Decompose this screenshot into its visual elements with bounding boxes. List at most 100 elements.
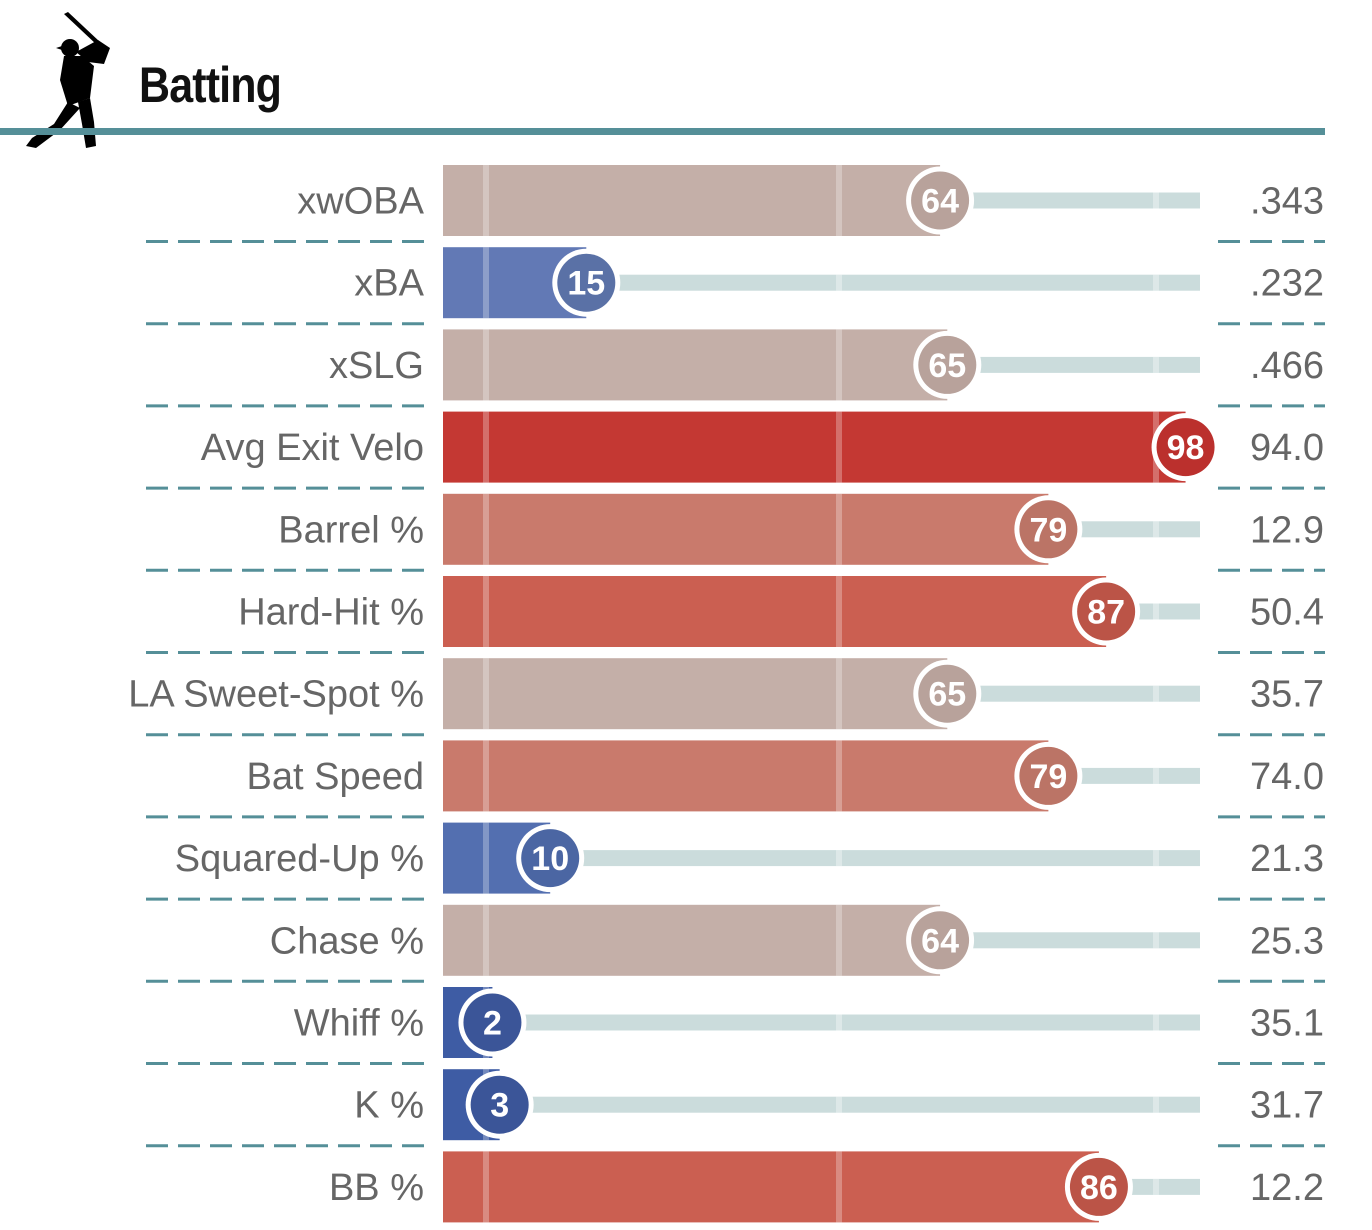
percentile-circle (911, 171, 970, 230)
percentile-value: 87 (1087, 594, 1125, 632)
metric-value: .466 (1250, 345, 1324, 387)
bar-tick (483, 904, 489, 976)
metric-label: BB % (329, 1167, 424, 1209)
metric-value: 94.0 (1250, 427, 1324, 469)
percentile-circle (911, 911, 970, 970)
metric-label: Chase % (270, 920, 424, 962)
bar-tick (483, 740, 489, 812)
percentile-bar (443, 1151, 1099, 1223)
metric-value: 50.4 (1250, 592, 1324, 634)
track-tick (1153, 274, 1159, 291)
percentile-bar (443, 904, 941, 976)
bar-tick (483, 329, 489, 401)
metric-value: 31.7 (1250, 1085, 1324, 1127)
metric-label: Squared-Up % (175, 838, 424, 880)
bar-tick (483, 576, 489, 647)
metric-label: Whiff % (294, 1003, 424, 1045)
percentile-value: 79 (1029, 758, 1067, 796)
track-tick (836, 1096, 842, 1113)
percentile-value: 10 (531, 840, 569, 878)
metric-label: Hard-Hit % (238, 592, 424, 634)
percentile-value: 64 (921, 922, 959, 960)
bar-tick (836, 165, 842, 236)
percentile-bar (443, 165, 941, 236)
track-tick (1153, 1014, 1159, 1031)
percentile-circle (918, 664, 977, 723)
percentile-circle (470, 1075, 529, 1134)
track-tick (1153, 521, 1159, 538)
metric-value: 35.1 (1250, 1003, 1324, 1045)
percentile-track (443, 850, 1200, 867)
track-tick (1153, 850, 1159, 867)
percentile-circle (557, 253, 616, 312)
percentile-bar (443, 576, 1107, 647)
track-tick (1153, 356, 1159, 373)
bar-tick (483, 822, 489, 894)
percentile-track (443, 274, 1200, 291)
track-tick (1153, 932, 1159, 949)
bar-tick (836, 411, 842, 483)
percentile-value: 2 (483, 1005, 502, 1043)
bar-tick (836, 658, 842, 730)
track-tick (1153, 1096, 1159, 1113)
track-tick (1153, 603, 1159, 620)
track-tick (836, 1014, 842, 1031)
percentile-value: 15 (567, 265, 605, 303)
percentile-circle (1069, 1157, 1128, 1216)
metric-label: K % (354, 1085, 424, 1127)
percentile-circle (918, 335, 977, 394)
percentile-bar (443, 493, 1049, 565)
bar-tick (836, 329, 842, 401)
bar-tick (483, 493, 489, 565)
percentile-bar (443, 658, 948, 730)
metric-label: xwOBA (297, 181, 424, 223)
bar-tick (836, 740, 842, 812)
metric-value: 12.9 (1250, 509, 1324, 551)
bar-tick (483, 411, 489, 483)
metric-label: Bat Speed (247, 756, 424, 798)
metric-value: 21.3 (1250, 838, 1324, 880)
percentile-circle (1077, 582, 1136, 641)
percentile-bar (443, 329, 948, 401)
batter-silhouette-icon (18, 6, 118, 156)
metric-value: .232 (1250, 263, 1324, 305)
metric-label: LA Sweet-Spot % (128, 674, 424, 716)
metric-label: Avg Exit Velo (201, 427, 424, 469)
bar-tick (836, 904, 842, 976)
bar-tick (836, 493, 842, 565)
track-tick (1153, 685, 1159, 702)
percentile-circle (463, 993, 522, 1052)
track-tick (1153, 192, 1159, 209)
percentile-circle (1019, 746, 1078, 805)
metric-label: xBA (354, 263, 424, 305)
track-tick (836, 274, 842, 291)
percentile-value: 64 (921, 183, 959, 221)
track-tick (836, 850, 842, 867)
percentile-circle (1019, 500, 1078, 559)
metric-value: 12.2 (1250, 1167, 1324, 1209)
percentile-value: 65 (928, 347, 966, 385)
bar-tick (836, 1151, 842, 1223)
percentile-track (443, 1014, 1200, 1031)
percentile-circle (1156, 418, 1215, 477)
percentile-bar (443, 411, 1186, 483)
metric-value: 74.0 (1250, 756, 1324, 798)
percentile-circle (521, 829, 580, 888)
header-divider (0, 128, 1325, 135)
percentile-value: 65 (928, 676, 966, 714)
bar-tick (483, 658, 489, 730)
section-title: Batting (139, 57, 282, 113)
bar-tick (836, 576, 842, 647)
metric-value: 35.7 (1250, 674, 1324, 716)
metric-label: xSLG (329, 345, 424, 387)
percentile-value: 3 (490, 1087, 509, 1125)
bar-tick (483, 1151, 489, 1223)
track-tick (1153, 767, 1159, 784)
metric-label: Barrel % (278, 509, 424, 551)
percentile-track (443, 1096, 1200, 1113)
bar-tick (483, 247, 489, 319)
percentile-value: 98 (1167, 429, 1205, 467)
percentile-bar (443, 740, 1049, 812)
percentile-value: 79 (1029, 511, 1067, 549)
